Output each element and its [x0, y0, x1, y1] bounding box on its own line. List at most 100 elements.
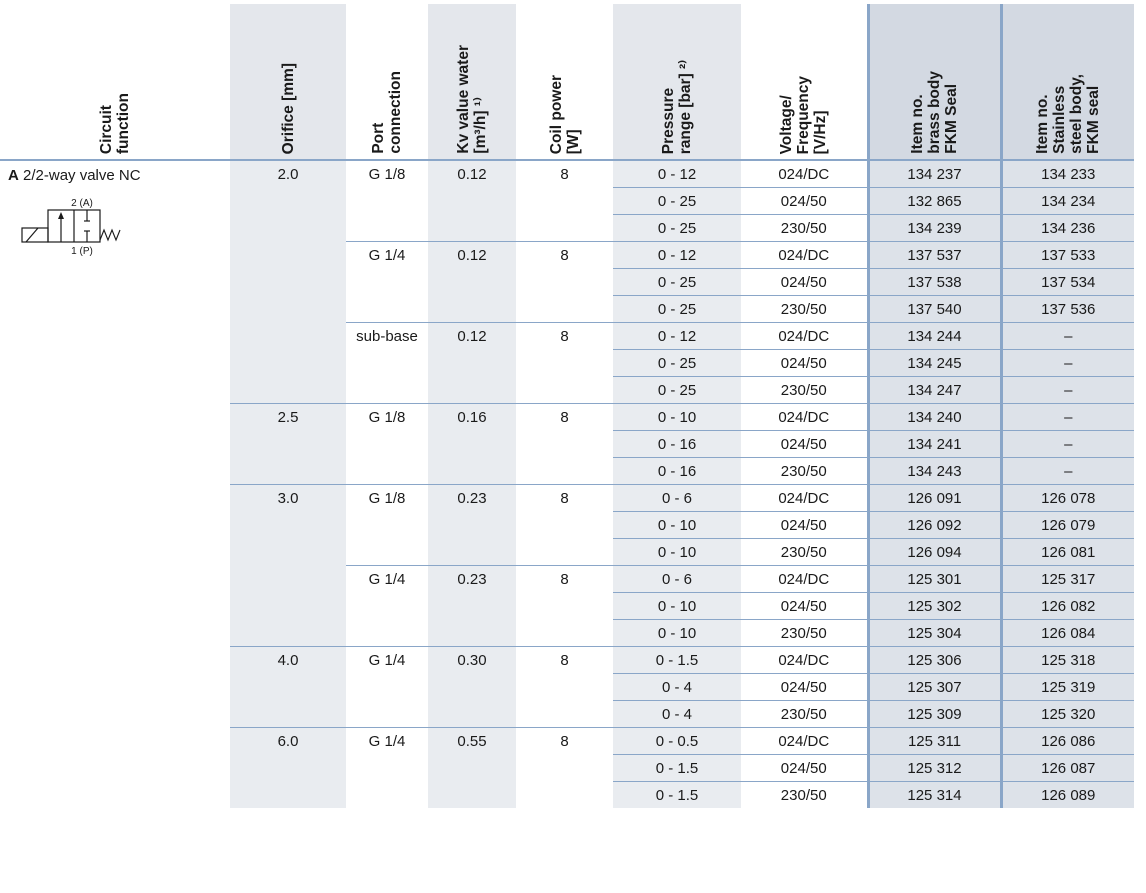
- pressure-range-cell: 0 - 25: [613, 268, 741, 296]
- header-row: Circuit function Orifice [mm] Port conne…: [0, 4, 1134, 161]
- voltage-frequency-cell: 024/50: [741, 673, 868, 701]
- voltage-frequency-cell: 230/50: [741, 295, 868, 323]
- voltage-frequency-cell: 230/50: [741, 619, 868, 647]
- voltage-frequency-cell: 230/50: [741, 376, 868, 404]
- orifice-cell: 4.0: [230, 646, 346, 728]
- header-item-stainless: Item no. Stainless steel body, FKM seal: [999, 4, 1134, 161]
- voltage-frequency-cell: 024/DC: [741, 403, 868, 431]
- header-coil-power: Coil power [W]: [516, 4, 613, 161]
- item-brass-cell: 134 239: [866, 214, 1001, 242]
- coil-power-cell: 8: [516, 646, 613, 728]
- pressure-range-cell: 0 - 4: [613, 673, 741, 701]
- item-brass-cell: 134 237: [866, 159, 1001, 188]
- item-brass-cell: 125 301: [866, 565, 1001, 593]
- pressure-range-cell: 0 - 12: [613, 322, 741, 350]
- item-brass-cell: 125 306: [866, 646, 1001, 674]
- pressure-range-cell: 0 - 6: [613, 565, 741, 593]
- port-connection-cell: G 1/8: [346, 159, 428, 242]
- item-brass-cell: 125 309: [866, 700, 1001, 728]
- voltage-frequency-cell: 024/DC: [741, 322, 868, 350]
- pressure-range-cell: 0 - 16: [613, 430, 741, 458]
- table-row: G 1/4 0.12 8 0 - 12 024/DC 137 537 137 533: [0, 241, 1134, 323]
- pressure-range-cell: 0 - 25: [613, 295, 741, 323]
- coil-power-cell: 8: [516, 727, 613, 808]
- pressure-range-cell: 0 - 25: [613, 376, 741, 404]
- table-row: 0 - 25 024/50 134 245–: [0, 349, 1134, 377]
- voltage-frequency-cell: 230/50: [741, 457, 868, 485]
- table-row: 0 - 1.5 024/50 125 312 126 087: [0, 754, 1134, 782]
- item-stainless-cell: –: [999, 457, 1134, 485]
- pressure-range-cell: 0 - 4: [613, 700, 741, 728]
- orifice-cell: 2.0: [230, 159, 346, 404]
- voltage-frequency-cell: 024/DC: [741, 159, 868, 188]
- item-brass-cell: 126 091: [866, 484, 1001, 512]
- kv-value-cell: 0.12: [428, 322, 516, 404]
- voltage-frequency-cell: 024/50: [741, 349, 868, 377]
- item-brass-cell: 126 094: [866, 538, 1001, 566]
- port-connection-cell: G 1/4: [346, 241, 428, 323]
- pressure-range-cell: 0 - 25: [613, 187, 741, 215]
- kv-value-cell: 0.30: [428, 646, 516, 728]
- table-row: 0 - 10 230/50 125 304 126 084: [0, 619, 1134, 647]
- item-brass-cell: 125 314: [866, 781, 1001, 808]
- item-brass-cell: 137 540: [866, 295, 1001, 323]
- pressure-range-cell: 0 - 1.5: [613, 646, 741, 674]
- pressure-range-cell: 0 - 25: [613, 214, 741, 242]
- item-stainless-cell: –: [999, 322, 1134, 350]
- pressure-range-cell: 0 - 10: [613, 619, 741, 647]
- coil-power-cell: 8: [516, 484, 613, 566]
- table-row: 4.0 G 1/4 0.30 8 0 - 1.5 024/DC 125 306 125 318: [0, 646, 1134, 728]
- header-circuit-function: Circuit function: [0, 4, 230, 161]
- pressure-range-cell: 0 - 1.5: [613, 781, 741, 808]
- port-connection-cell: G 1/4: [346, 727, 428, 808]
- table-body: A 2/2-way valve NC 2 (A) 1 (P) 2.0 G 1/8 0.12…: [0, 159, 1134, 808]
- item-stainless-cell: –: [999, 403, 1134, 431]
- table-row: 0 - 10 024/50 125 302 126 082: [0, 592, 1134, 620]
- item-brass-cell: 137 537: [866, 241, 1001, 269]
- table-row: 2.5 G 1/8 0.16 8 0 - 10 024/DC 134 240–: [0, 403, 1134, 485]
- voltage-frequency-cell: 230/50: [741, 538, 868, 566]
- pressure-range-cell: 0 - 10: [613, 538, 741, 566]
- voltage-frequency-cell: 024/DC: [741, 727, 868, 755]
- pressure-range-cell: 0 - 6: [613, 484, 741, 512]
- pressure-range-cell: 0 - 25: [613, 349, 741, 377]
- voltage-frequency-cell: 024/50: [741, 754, 868, 782]
- item-stainless-cell: 126 082: [999, 592, 1134, 620]
- item-stainless-cell: 126 086: [999, 727, 1134, 755]
- voltage-frequency-cell: 024/50: [741, 511, 868, 539]
- voltage-frequency-cell: 024/DC: [741, 484, 868, 512]
- item-stainless-cell: –: [999, 376, 1134, 404]
- item-brass-cell: 134 240: [866, 403, 1001, 431]
- voltage-frequency-cell: 230/50: [741, 700, 868, 728]
- table-row: 3.0 G 1/8 0.23 8 0 - 6 024/DC 126 091 126 078: [0, 484, 1134, 647]
- item-stainless-cell: –: [999, 349, 1134, 377]
- item-brass-cell: 125 302: [866, 592, 1001, 620]
- table-row: 0 - 25 230/50 134 247–: [0, 376, 1134, 404]
- voltage-frequency-cell: 024/DC: [741, 241, 868, 269]
- item-stainless-cell: 137 534: [999, 268, 1134, 296]
- item-stainless-cell: 126 087: [999, 754, 1134, 782]
- table-row: G 1/4 0.23 8 0 - 6 024/DC 125 301 125 317: [0, 565, 1134, 647]
- item-brass-cell: 125 304: [866, 619, 1001, 647]
- symbol-port-top-label: 2 (A): [71, 198, 93, 209]
- item-stainless-cell: 137 536: [999, 295, 1134, 323]
- voltage-frequency-cell: 024/50: [741, 268, 868, 296]
- table-row: 0 - 25 024/50 132 865 134 234: [0, 187, 1134, 215]
- item-stainless-cell: 134 236: [999, 214, 1134, 242]
- item-stainless-cell: 126 089: [999, 781, 1134, 808]
- voltage-frequency-cell: 230/50: [741, 781, 868, 808]
- orifice-cell: 6.0: [230, 727, 346, 808]
- orifice-cell: 2.5: [230, 403, 346, 485]
- item-stainless-cell: 125 320: [999, 700, 1134, 728]
- pressure-range-cell: 0 - 1.5: [613, 754, 741, 782]
- item-brass-cell: 134 241: [866, 430, 1001, 458]
- circuit-description: 2/2-way valve NC: [23, 167, 141, 184]
- pressure-range-cell: 0 - 0.5: [613, 727, 741, 755]
- item-brass-cell: 134 247: [866, 376, 1001, 404]
- table-row: 0 - 1.5 230/50 125 314 126 089: [0, 781, 1134, 808]
- pressure-range-cell: 0 - 10: [613, 592, 741, 620]
- circuit-function-cell: A 2/2-way valve NC 2 (A) 1 (P): [0, 160, 230, 808]
- header-port-connection: Port connection: [346, 4, 428, 161]
- circuit-label: A 2/2-way valve NC: [8, 167, 230, 184]
